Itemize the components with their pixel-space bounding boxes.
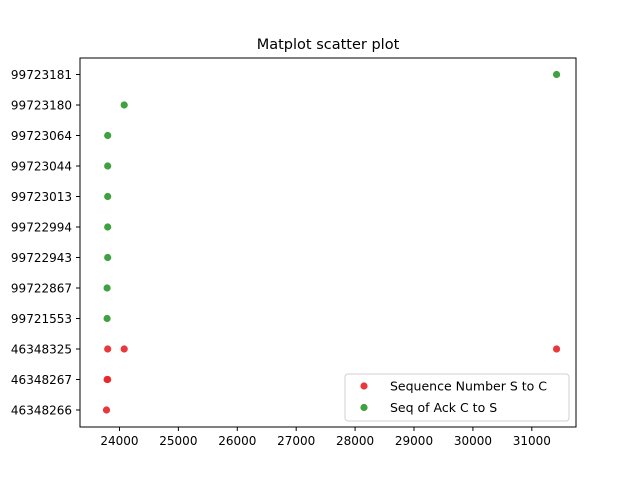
data-points xyxy=(102,70,561,414)
y-tick-label: 99723013 xyxy=(11,190,72,204)
legend-marker xyxy=(360,403,368,412)
data-point-series-2 xyxy=(103,284,111,292)
x-tick-label: 29000 xyxy=(395,434,433,448)
x-tick-label: 30000 xyxy=(454,434,492,448)
legend-marker xyxy=(360,382,368,390)
x-tick-label: 26000 xyxy=(218,434,256,448)
legend-box xyxy=(344,373,570,422)
data-point-series-1 xyxy=(102,406,111,414)
x-tick-label: 24000 xyxy=(100,434,138,448)
y-tick-label: 46348325 xyxy=(11,343,72,357)
y-tick-label: 99722994 xyxy=(11,221,72,235)
y-tick-label: 99723044 xyxy=(11,160,72,174)
data-point-series-1 xyxy=(552,345,561,353)
data-point-series-1 xyxy=(104,375,112,384)
x-tick-label: 25000 xyxy=(159,434,197,448)
data-point-series-2 xyxy=(104,192,112,201)
data-point-series-2 xyxy=(103,314,111,323)
y-tick-label: 99722943 xyxy=(11,251,72,265)
data-point-series-2 xyxy=(552,70,561,79)
legend-label: Sequence Number S to C xyxy=(390,379,547,394)
plot-area-frame xyxy=(79,57,577,428)
data-point-series-2 xyxy=(104,162,112,170)
y-tick-label: 46348267 xyxy=(11,373,72,387)
y-tick-label: 99723181 xyxy=(11,68,72,82)
y-tick-label: 99723064 xyxy=(11,129,72,143)
x-tick-label: 28000 xyxy=(336,434,374,448)
data-point-series-2 xyxy=(104,253,112,262)
x-tick-label: 31000 xyxy=(513,434,551,448)
legend-label: Seq of Ack C to S xyxy=(390,400,497,415)
y-axis: 46348266 46348267 46348325 99721553 99722867… xyxy=(11,68,80,418)
legend: Sequence Number S to C Seq of Ack C to S xyxy=(344,373,570,422)
y-tick-label: 99722867 xyxy=(11,282,72,296)
chart-title: Matplot scatter plot xyxy=(257,37,400,53)
y-tick-label: 99723180 xyxy=(11,99,72,113)
data-point-series-1 xyxy=(104,345,112,353)
data-point-series-2 xyxy=(104,131,112,140)
x-axis: 24000 25000 26000 27000 28000 29000 30000 31000 xyxy=(100,427,551,448)
y-tick-label: 99721553 xyxy=(11,312,72,326)
x-tick-label: 27000 xyxy=(277,434,315,448)
y-tick-label: 46348266 xyxy=(11,404,72,418)
data-point-series-2 xyxy=(104,223,112,231)
data-point-series-2 xyxy=(120,101,128,109)
data-point-series-1 xyxy=(120,345,128,353)
